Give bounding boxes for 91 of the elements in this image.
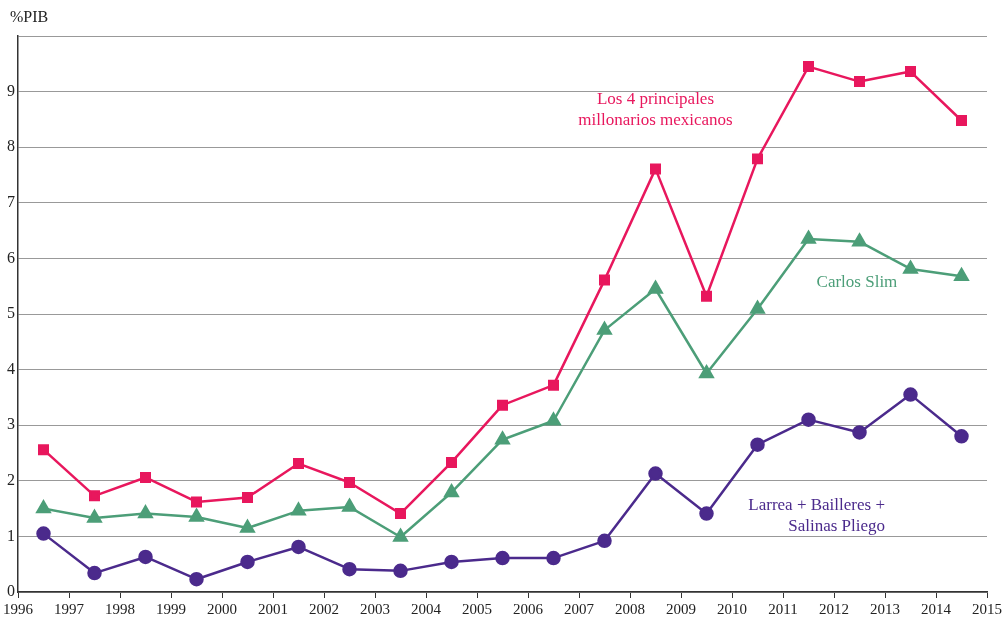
point	[699, 365, 714, 379]
point	[444, 484, 459, 498]
point	[905, 66, 916, 78]
y-tick-label: 8	[7, 137, 15, 155]
x-tick-label: 2005	[462, 600, 492, 617]
point	[242, 491, 253, 503]
point	[140, 471, 151, 483]
point	[87, 565, 102, 581]
x-tick-label: 2013	[870, 600, 900, 617]
x-tick-label: 2000	[207, 600, 237, 617]
x-tick-label: 2010	[717, 600, 747, 617]
point	[648, 280, 663, 294]
point	[597, 533, 612, 549]
point	[240, 554, 255, 570]
x-tick-label: 2008	[615, 600, 645, 617]
point	[801, 230, 816, 244]
point	[189, 571, 204, 587]
point	[495, 550, 510, 566]
point	[546, 412, 561, 426]
y-axis-title: %PIB	[10, 8, 49, 25]
x-tick-label: 1997	[54, 600, 85, 617]
y-tick-label: 9	[7, 81, 15, 99]
point	[954, 429, 969, 444]
point	[546, 550, 561, 566]
y-tick-label: 3	[7, 415, 15, 433]
y-tick-label: 0	[7, 582, 15, 600]
point	[393, 563, 408, 579]
point	[803, 61, 814, 73]
point	[240, 519, 255, 533]
point	[497, 399, 508, 411]
point	[189, 508, 204, 522]
point	[395, 508, 406, 520]
point	[291, 539, 306, 555]
point	[903, 260, 918, 274]
point	[599, 274, 610, 286]
x-tick-label: 2003	[360, 600, 390, 617]
series-label: Los 4 principales millonarios mexicanos	[578, 89, 733, 130]
point	[701, 290, 712, 302]
point	[393, 528, 408, 542]
point	[597, 321, 612, 335]
point	[446, 456, 457, 468]
point	[854, 76, 865, 88]
point	[342, 561, 357, 577]
point	[495, 431, 510, 445]
point	[903, 387, 918, 402]
x-tick-label: 2004	[411, 600, 442, 617]
x-tick-label: 2007	[564, 600, 595, 617]
y-tick-label: 7	[7, 193, 15, 210]
point	[954, 267, 969, 281]
point	[138, 549, 153, 565]
point	[956, 115, 967, 127]
x-tick-label: 2009	[666, 600, 696, 617]
point	[699, 506, 714, 521]
point	[291, 502, 306, 516]
series-label: Carlos Slim	[816, 271, 898, 291]
x-tick-label: 2014	[921, 600, 952, 617]
point	[852, 425, 867, 440]
y-tick-label: 1	[7, 526, 15, 544]
x-tick-label: 2011	[768, 600, 798, 617]
point	[293, 458, 304, 470]
point	[650, 163, 661, 175]
y-tick-label: 6	[7, 248, 15, 266]
point	[548, 379, 559, 391]
point	[444, 554, 459, 570]
point	[342, 498, 357, 512]
y-tick-label: 5	[7, 304, 15, 322]
x-tick-label: 2006	[513, 600, 544, 617]
point	[752, 153, 763, 165]
point	[750, 300, 765, 314]
point	[36, 500, 51, 514]
series-label: Larrea + Bailleres + Salinas Pliego	[748, 495, 885, 536]
point	[852, 233, 867, 247]
point	[750, 437, 765, 452]
x-tick-label: 1998	[105, 600, 135, 617]
point	[191, 496, 202, 508]
x-tick-label: 1999	[156, 600, 186, 617]
point	[801, 412, 816, 427]
point	[36, 526, 51, 541]
point	[648, 466, 663, 481]
point	[344, 476, 355, 488]
y-tick-label: 2	[7, 471, 15, 488]
point	[87, 509, 102, 523]
x-tick-label: 2015	[972, 600, 1002, 617]
point	[138, 505, 153, 519]
x-tick-label: 2012	[819, 600, 849, 617]
point	[89, 490, 100, 502]
x-tick-label: 2001	[258, 600, 288, 617]
x-tick-label: 1996	[3, 600, 34, 617]
x-tick-label: 2002	[309, 600, 339, 617]
point	[38, 444, 49, 456]
y-tick-label: 4	[7, 359, 15, 377]
